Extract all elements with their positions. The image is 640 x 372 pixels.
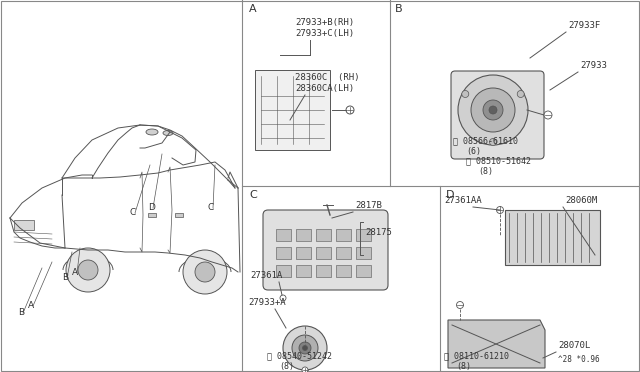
Circle shape	[283, 326, 327, 370]
Text: Ⓢ 08566-61610: Ⓢ 08566-61610	[453, 136, 518, 145]
Bar	[356, 229, 371, 241]
Bar	[148, 213, 156, 217]
FancyBboxPatch shape	[451, 71, 544, 159]
Circle shape	[489, 106, 497, 114]
Text: (8): (8)	[456, 362, 471, 371]
Bar	[356, 247, 371, 259]
Polygon shape	[448, 320, 545, 368]
Text: B: B	[18, 308, 24, 317]
Text: 27933+A: 27933+A	[248, 298, 285, 307]
Bar	[175, 213, 183, 217]
Text: D: D	[148, 203, 155, 212]
Text: Ⓢ 08540-51242: Ⓢ 08540-51242	[267, 351, 332, 360]
Circle shape	[544, 111, 552, 119]
Circle shape	[346, 106, 354, 114]
Text: 28070L: 28070L	[558, 341, 590, 350]
Bar	[356, 265, 371, 277]
Text: 27933+C(LH): 27933+C(LH)	[295, 29, 354, 38]
Text: 2817B: 2817B	[355, 201, 382, 210]
FancyBboxPatch shape	[263, 210, 388, 290]
Text: Ⓑ 08110-61210: Ⓑ 08110-61210	[444, 351, 509, 360]
Text: 28060M: 28060M	[565, 196, 597, 205]
Circle shape	[471, 88, 515, 132]
Circle shape	[302, 367, 308, 372]
Ellipse shape	[146, 129, 158, 135]
Text: Ⓢ 08510-51642: Ⓢ 08510-51642	[466, 156, 531, 165]
Text: C: C	[208, 203, 214, 212]
Bar	[316, 265, 331, 277]
Text: A: A	[249, 4, 257, 14]
Text: ^28 *0.96: ^28 *0.96	[558, 355, 600, 364]
Circle shape	[78, 260, 98, 280]
Bar	[336, 247, 351, 259]
Bar	[276, 229, 291, 241]
Text: A: A	[28, 301, 34, 310]
Text: B: B	[395, 4, 403, 14]
Circle shape	[66, 248, 110, 292]
Bar	[505, 210, 600, 265]
Circle shape	[517, 90, 524, 97]
Text: B: B	[62, 273, 68, 282]
Ellipse shape	[163, 131, 173, 135]
Bar	[336, 229, 351, 241]
Circle shape	[462, 90, 468, 97]
Bar	[296, 247, 311, 259]
Bar	[316, 247, 331, 259]
Circle shape	[195, 262, 215, 282]
Bar	[316, 229, 331, 241]
Text: 28360C  (RH): 28360C (RH)	[295, 73, 360, 82]
Circle shape	[458, 75, 528, 145]
Text: 28175: 28175	[365, 228, 392, 237]
Circle shape	[497, 206, 504, 214]
Circle shape	[299, 342, 311, 354]
Text: 27933F: 27933F	[568, 21, 600, 30]
Circle shape	[292, 335, 318, 361]
Text: A: A	[72, 268, 78, 277]
Text: 27361AA: 27361AA	[444, 196, 482, 205]
Text: D: D	[446, 190, 454, 200]
Bar	[296, 229, 311, 241]
Bar	[276, 247, 291, 259]
Circle shape	[490, 138, 497, 145]
Text: 27933: 27933	[580, 61, 607, 70]
Circle shape	[303, 346, 307, 350]
Circle shape	[483, 100, 503, 120]
Bar	[255, 70, 330, 150]
Text: 27933+B(RH): 27933+B(RH)	[295, 18, 354, 27]
Bar	[14, 220, 34, 230]
Bar	[336, 265, 351, 277]
Circle shape	[183, 250, 227, 294]
Text: (6): (6)	[466, 147, 481, 156]
Text: C: C	[249, 190, 257, 200]
Text: C: C	[130, 208, 136, 217]
Text: 28360CA(LH): 28360CA(LH)	[295, 84, 354, 93]
Text: (8): (8)	[478, 167, 493, 176]
Bar	[296, 265, 311, 277]
Circle shape	[280, 295, 286, 301]
Bar	[276, 265, 291, 277]
Text: (8): (8)	[279, 362, 294, 371]
Text: 27361A: 27361A	[250, 271, 282, 280]
Circle shape	[456, 301, 463, 308]
